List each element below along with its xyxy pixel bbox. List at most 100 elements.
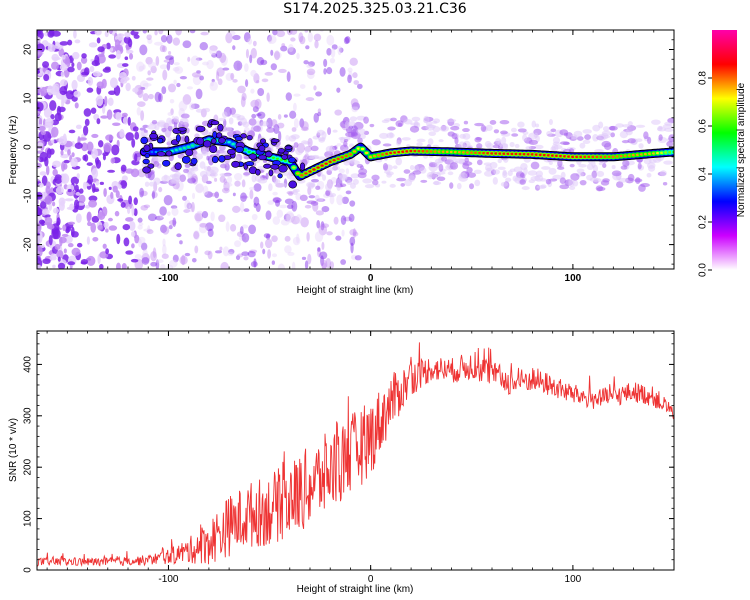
- spectrogram-blob: [78, 137, 87, 141]
- y-tick-label: 10: [23, 92, 34, 104]
- spectrogram-blob: [265, 210, 272, 221]
- spectrogram-blob: [195, 88, 203, 100]
- spectrogram-blob: [230, 72, 235, 80]
- spectrogram-blob: [40, 201, 47, 209]
- spectrogram-blob: [71, 140, 75, 148]
- ridge-blob: [268, 169, 274, 177]
- ridge-core: [348, 153, 353, 156]
- x-tick-label: -100: [158, 273, 178, 284]
- spectrogram-halo-blob: [338, 136, 344, 141]
- spectrogram-blob: [267, 35, 277, 44]
- ridge-blob: [288, 156, 296, 164]
- spectrogram-blob: [308, 195, 316, 199]
- spectrogram-blob: [115, 111, 122, 121]
- spectrogram-blob: [40, 130, 46, 136]
- ridge-core: [312, 168, 316, 171]
- spectrogram-blob: [286, 30, 293, 36]
- spectrogram-blob: [130, 168, 140, 178]
- spectrogram-blob: [140, 242, 148, 251]
- spectrogram-blob: [71, 152, 75, 158]
- spectrogram-blob: [124, 31, 131, 38]
- spectrogram-blob: [345, 190, 352, 195]
- spectrogram-blob: [178, 100, 188, 112]
- spectrogram-halo-blob: [358, 168, 368, 175]
- ridge-core: [320, 164, 324, 167]
- spectrogram-blob: [167, 112, 174, 116]
- spectrogram-blob: [110, 157, 116, 164]
- spectrogram-blob: [257, 111, 266, 119]
- spectrogram-halo-blob: [179, 117, 189, 125]
- spectrogram-halo-blob: [315, 185, 321, 191]
- ridge-core: [292, 166, 296, 169]
- spectrogram-blob: [63, 159, 70, 164]
- spectrogram-halo-blob: [462, 162, 470, 170]
- spectrogram-blob: [190, 55, 200, 67]
- spectrogram-blob: [52, 264, 56, 269]
- spectrogram-halo-blob: [345, 131, 356, 138]
- spectrogram-blob: [349, 236, 356, 246]
- ridge-core: [583, 155, 587, 159]
- ridge-blob: [258, 144, 266, 152]
- spectrogram-blob: [50, 114, 55, 120]
- spectrogram-halo-blob: [411, 116, 421, 122]
- spectrogram-blob: [333, 216, 339, 225]
- spectrogram-blob: [301, 121, 309, 131]
- spectrogram-blob: [140, 86, 146, 90]
- spectrogram-blob: [261, 78, 269, 83]
- spectrogram-halo-blob: [325, 145, 335, 153]
- spectrogram-halo-blob: [395, 157, 403, 166]
- spectrogram-blob: [132, 87, 139, 93]
- spectrogram-blob: [253, 258, 257, 268]
- spectrogram-halo-blob: [389, 183, 396, 188]
- spectrogram-blob: [201, 211, 209, 219]
- spectrogram-halo-blob: [464, 157, 470, 163]
- spectrogram-blob: [284, 198, 294, 205]
- spectrogram-halo-blob: [179, 174, 187, 182]
- spectrogram-blob: [329, 57, 336, 64]
- spectrogram-blob: [113, 85, 121, 96]
- y-tick-label: 100: [23, 510, 34, 527]
- spectrogram-blob: [249, 54, 253, 64]
- spectrogram-halo-blob: [591, 160, 596, 169]
- spectrogram-blob: [110, 191, 114, 199]
- spectrogram-blob: [256, 113, 262, 117]
- spectrogram-blob: [219, 246, 223, 251]
- spectrogram-blob: [54, 243, 61, 250]
- ridge-blob: [165, 150, 173, 157]
- spectrogram-halo-blob: [290, 134, 300, 140]
- ridge-blob: [277, 173, 283, 179]
- spectrogram-halo-blob: [382, 143, 392, 147]
- spectrogram-blob: [326, 34, 335, 46]
- ridge-core: [587, 155, 591, 159]
- spectrogram-blob: [206, 155, 210, 161]
- spectrogram-blob: [247, 250, 256, 258]
- spectrogram-halo-blob: [219, 150, 227, 154]
- spectrogram-blob: [91, 215, 100, 223]
- spectrogram-blob: [307, 253, 312, 265]
- spectrogram-blob: [353, 80, 360, 85]
- spectrogram-blob: [102, 154, 106, 161]
- spectrogram-blob: [220, 261, 229, 269]
- spectrogram-halo-blob: [410, 122, 420, 126]
- spectrogram-halo-blob: [317, 197, 324, 202]
- y-tick-label: 400: [23, 356, 34, 373]
- ridge-blob: [235, 145, 244, 153]
- spectrogram-halo-blob: [257, 177, 268, 184]
- ridge-blob: [162, 159, 171, 167]
- ridge-core: [332, 159, 337, 162]
- ridge-blob: [196, 137, 205, 146]
- spectrogram-blob: [92, 236, 99, 242]
- spectrogram-halo-blob: [307, 182, 314, 190]
- spectrogram-halo-blob: [438, 139, 444, 143]
- snr-axes: -100 0 100 0 100 200 300 400: [23, 331, 675, 585]
- spectrogram-blob: [299, 35, 306, 45]
- spectrogram-blob: [38, 182, 44, 188]
- spectrogram-halo-blob: [594, 149, 604, 153]
- spectrogram-blob: [109, 47, 114, 52]
- spectrogram-blob: [193, 231, 200, 240]
- spectrogram-blob: [223, 182, 233, 187]
- spectrogram-halo-blob: [392, 165, 398, 170]
- spectrogram-blob: [74, 142, 83, 150]
- spectrogram-blob: [284, 235, 291, 242]
- spectrogram-blob: [152, 247, 157, 259]
